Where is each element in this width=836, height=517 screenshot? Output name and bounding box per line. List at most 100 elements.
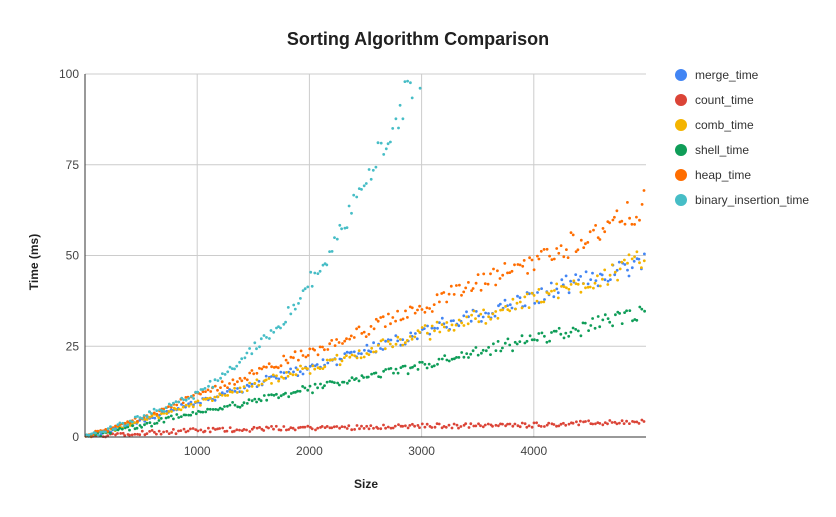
data-point <box>209 390 213 393</box>
data-point <box>548 254 551 258</box>
data-point <box>285 371 288 374</box>
data-point <box>292 303 296 307</box>
data-point <box>379 316 383 319</box>
data-point <box>640 203 644 206</box>
data-point <box>437 357 441 361</box>
data-point <box>362 427 366 430</box>
data-point <box>323 426 327 429</box>
data-point <box>301 289 305 292</box>
data-point <box>131 424 134 428</box>
data-point <box>606 279 610 283</box>
data-point <box>189 413 193 417</box>
data-point <box>469 422 473 426</box>
data-point <box>358 427 361 431</box>
legend-item-merge-time[interactable]: merge_time <box>675 68 759 82</box>
data-point <box>250 399 254 403</box>
data-point <box>603 313 607 317</box>
data-point <box>288 372 292 375</box>
legend-item-shell-time[interactable]: shell_time <box>675 143 749 157</box>
data-point <box>445 325 448 329</box>
data-point <box>433 329 436 333</box>
legend-item-heap-time[interactable]: heap_time <box>675 168 751 182</box>
data-point <box>593 281 597 285</box>
data-point <box>120 427 124 431</box>
data-point <box>562 285 566 289</box>
data-point <box>259 399 263 403</box>
data-point <box>513 340 517 344</box>
data-point <box>242 428 246 431</box>
data-point <box>477 314 481 318</box>
data-point <box>396 339 400 343</box>
data-point <box>552 257 556 261</box>
data-point <box>360 374 364 377</box>
data-point <box>213 378 217 382</box>
data-point <box>330 339 334 342</box>
data-point <box>293 307 297 311</box>
data-point <box>342 380 346 384</box>
data-point <box>196 390 200 394</box>
data-point <box>576 329 580 333</box>
data-point <box>365 352 369 355</box>
data-point <box>408 424 412 427</box>
data-point <box>192 397 196 400</box>
data-point <box>270 365 273 369</box>
data-point <box>382 423 385 427</box>
data-point <box>206 397 210 400</box>
legend-item-count-time[interactable]: count_time <box>675 93 754 107</box>
data-point <box>284 358 288 362</box>
data-point <box>155 412 159 416</box>
data-point <box>447 292 451 296</box>
data-point <box>501 422 504 426</box>
data-point <box>457 318 461 322</box>
data-point <box>310 284 314 288</box>
data-point <box>472 424 476 428</box>
data-point <box>589 278 593 281</box>
data-point <box>90 432 93 436</box>
legend[interactable]: merge_time count_time comb_time shell_timeh… <box>675 68 809 207</box>
data-point <box>347 204 351 208</box>
data-point <box>556 296 560 300</box>
data-point <box>462 324 466 327</box>
y-tick-label: 0 <box>72 430 79 444</box>
data-point <box>331 358 334 362</box>
data-point <box>397 423 400 426</box>
data-point <box>360 352 363 356</box>
data-point <box>486 282 490 286</box>
data-point <box>366 375 370 379</box>
data-point <box>133 421 137 424</box>
data-point <box>464 422 468 425</box>
data-point <box>267 377 271 380</box>
data-point <box>141 417 144 420</box>
data-point <box>594 279 598 282</box>
data-point <box>118 421 122 425</box>
data-point <box>225 429 229 433</box>
data-point <box>552 329 556 333</box>
data-point <box>123 434 127 437</box>
data-point <box>142 414 146 417</box>
data-point <box>270 375 273 378</box>
data-point <box>550 258 554 261</box>
data-point <box>549 281 553 285</box>
data-point <box>206 407 210 411</box>
data-point <box>376 319 380 323</box>
legend-item-binary-insertion-time[interactable]: binary_insertion_time <box>675 193 809 207</box>
data-point <box>465 310 468 314</box>
data-point <box>440 323 444 326</box>
data-point <box>145 418 149 421</box>
data-point <box>201 388 205 391</box>
data-point <box>579 419 582 423</box>
data-point <box>106 430 109 433</box>
data-point <box>550 331 553 334</box>
data-point <box>289 426 293 430</box>
data-point <box>343 352 347 356</box>
data-point <box>160 409 164 412</box>
data-point <box>279 428 283 432</box>
data-point <box>626 201 629 204</box>
data-point <box>148 415 151 419</box>
data-point <box>418 304 421 308</box>
legend-item-comb-time[interactable]: comb_time <box>675 118 754 132</box>
data-point <box>303 287 307 291</box>
data-point <box>190 394 193 398</box>
data-point <box>335 237 339 241</box>
data-point <box>508 309 512 313</box>
